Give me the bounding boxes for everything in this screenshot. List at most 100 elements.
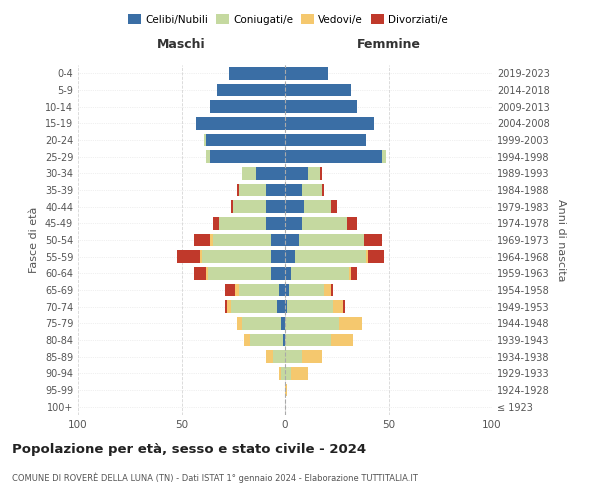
Bar: [178, 250, 200, 263]
Bar: [239, 184, 266, 196]
Bar: [229, 67, 285, 80]
Bar: [320, 167, 322, 179]
Bar: [279, 284, 285, 296]
Text: Femmine: Femmine: [356, 38, 421, 51]
Bar: [281, 367, 285, 380]
Bar: [235, 284, 239, 296]
Bar: [332, 300, 343, 313]
Bar: [295, 250, 366, 263]
Bar: [285, 67, 328, 80]
Bar: [225, 300, 227, 313]
Bar: [285, 384, 287, 396]
Bar: [339, 317, 362, 330]
Bar: [266, 184, 285, 196]
Bar: [285, 217, 302, 230]
Bar: [285, 117, 374, 130]
Bar: [302, 217, 347, 230]
Bar: [302, 350, 322, 363]
Bar: [285, 100, 358, 113]
Bar: [368, 250, 385, 263]
Bar: [208, 267, 271, 280]
Bar: [302, 184, 322, 196]
Bar: [285, 284, 289, 296]
Bar: [272, 350, 285, 363]
Bar: [200, 250, 202, 263]
Bar: [206, 134, 285, 146]
Bar: [347, 217, 358, 230]
Bar: [266, 200, 285, 213]
Bar: [285, 84, 351, 96]
Bar: [289, 284, 325, 296]
Bar: [194, 234, 211, 246]
Bar: [212, 217, 219, 230]
Bar: [206, 150, 211, 163]
Bar: [366, 250, 368, 263]
Bar: [285, 200, 304, 213]
Bar: [279, 367, 281, 380]
Bar: [211, 150, 285, 163]
Y-axis label: Anni di nascita: Anni di nascita: [556, 198, 566, 281]
Bar: [256, 167, 285, 179]
Bar: [285, 317, 339, 330]
Bar: [231, 200, 233, 213]
Bar: [217, 84, 285, 96]
Bar: [304, 200, 331, 213]
Bar: [239, 284, 279, 296]
Bar: [206, 267, 208, 280]
Legend: Celibi/Nubili, Coniugati/e, Vedovi/e, Divorziati/e: Celibi/Nubili, Coniugati/e, Vedovi/e, Di…: [124, 10, 452, 29]
Bar: [242, 167, 256, 179]
Bar: [212, 234, 271, 246]
Bar: [364, 234, 382, 246]
Bar: [285, 167, 308, 179]
Bar: [285, 334, 331, 346]
Bar: [351, 267, 358, 280]
Bar: [285, 350, 302, 363]
Bar: [204, 134, 206, 146]
Bar: [285, 267, 291, 280]
Bar: [331, 334, 353, 346]
Bar: [242, 317, 281, 330]
Bar: [227, 300, 231, 313]
Bar: [291, 367, 308, 380]
Bar: [283, 334, 285, 346]
Bar: [225, 284, 235, 296]
Bar: [287, 300, 332, 313]
Bar: [285, 367, 291, 380]
Bar: [219, 217, 266, 230]
Bar: [299, 234, 364, 246]
Bar: [285, 300, 287, 313]
Bar: [196, 117, 285, 130]
Bar: [308, 167, 320, 179]
Bar: [322, 184, 325, 196]
Bar: [285, 150, 382, 163]
Bar: [277, 300, 285, 313]
Bar: [233, 200, 266, 213]
Bar: [331, 200, 337, 213]
Text: COMUNE DI ROVERÈ DELLA LUNA (TN) - Dati ISTAT 1° gennaio 2024 - Elaborazione TUT: COMUNE DI ROVERÈ DELLA LUNA (TN) - Dati …: [12, 472, 418, 483]
Bar: [281, 317, 285, 330]
Bar: [211, 234, 212, 246]
Bar: [325, 284, 331, 296]
Bar: [231, 300, 277, 313]
Bar: [285, 134, 366, 146]
Bar: [238, 317, 242, 330]
Text: Maschi: Maschi: [157, 38, 206, 51]
Bar: [266, 217, 285, 230]
Bar: [331, 284, 332, 296]
Y-axis label: Fasce di età: Fasce di età: [29, 207, 39, 273]
Bar: [202, 250, 271, 263]
Bar: [211, 100, 285, 113]
Bar: [291, 267, 349, 280]
Bar: [194, 267, 206, 280]
Bar: [382, 150, 386, 163]
Bar: [271, 267, 285, 280]
Bar: [349, 267, 351, 280]
Bar: [271, 250, 285, 263]
Bar: [244, 334, 250, 346]
Bar: [271, 234, 285, 246]
Bar: [266, 350, 272, 363]
Bar: [238, 184, 239, 196]
Text: Popolazione per età, sesso e stato civile - 2024: Popolazione per età, sesso e stato civil…: [12, 442, 366, 456]
Bar: [343, 300, 345, 313]
Bar: [285, 184, 302, 196]
